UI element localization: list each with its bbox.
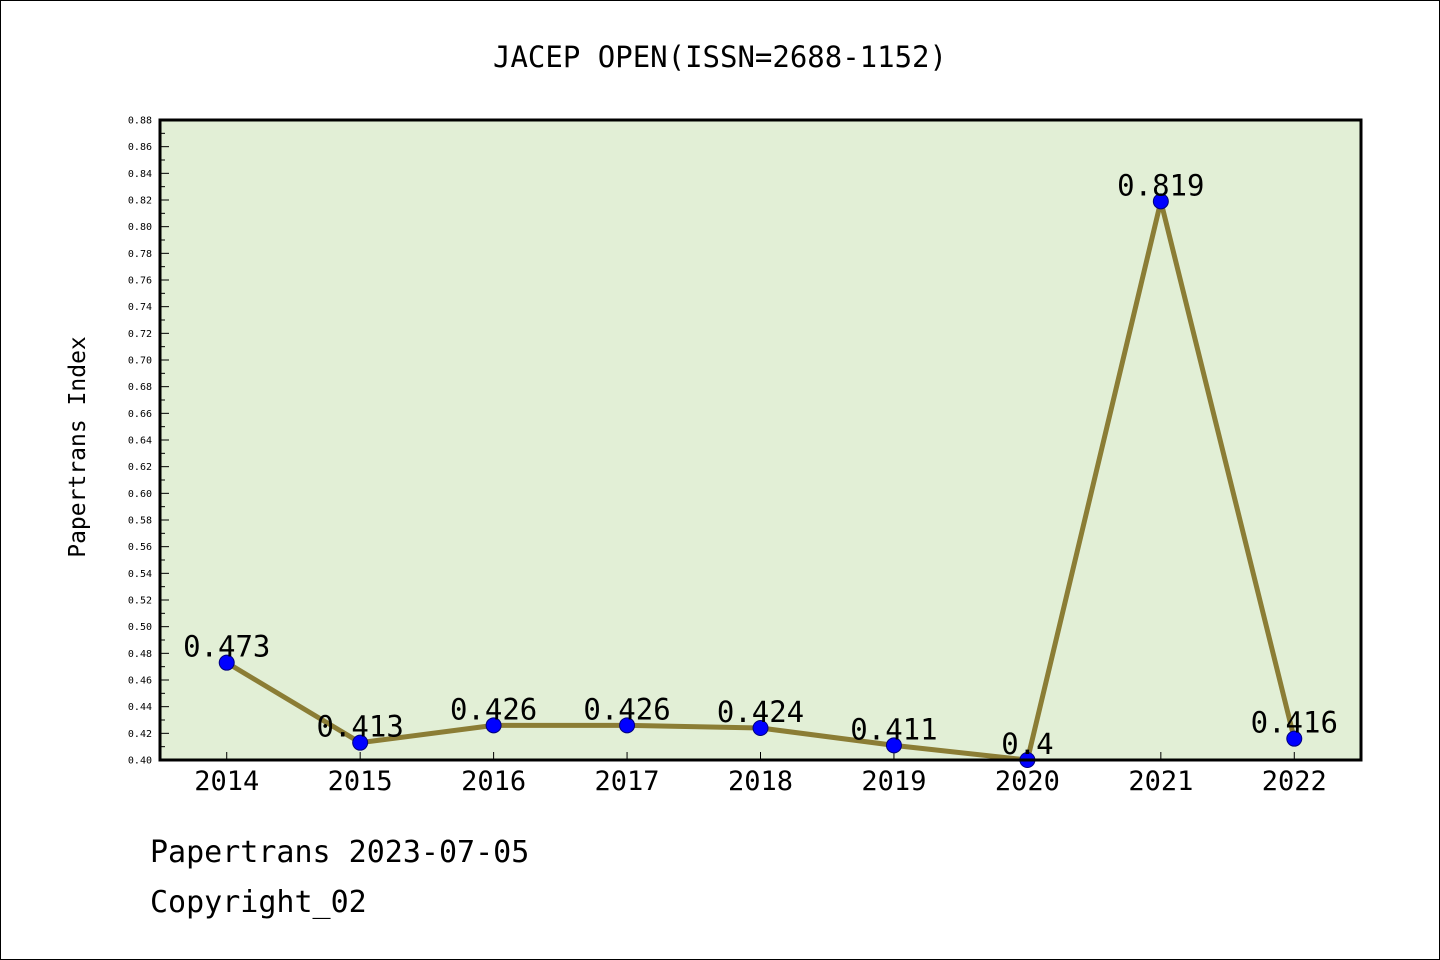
data-label: 0.413 [317, 710, 404, 744]
data-point-marker [1152, 193, 1169, 210]
y-tick-label: 0.70 [128, 356, 152, 367]
y-tick-label: 0.66 [128, 409, 152, 420]
data-point-marker [485, 717, 502, 734]
y-tick-label: 0.84 [128, 169, 152, 180]
y-tick-label: 0.82 [128, 196, 152, 207]
x-tick-label: 2021 [1128, 766, 1193, 797]
y-tick-label: 0.64 [128, 436, 152, 447]
y-tick-label: 0.68 [128, 382, 152, 393]
x-tick-label: 2014 [194, 766, 259, 797]
y-tick-label: 0.76 [128, 276, 152, 287]
data-point-marker [619, 717, 636, 734]
data-label: 0.426 [583, 692, 670, 726]
data-point-marker [1286, 730, 1303, 747]
y-tick-label: 0.72 [128, 329, 152, 340]
data-point-marker [752, 720, 769, 736]
y-tick-label: 0.86 [128, 142, 152, 153]
footer-date: Papertrans 2023-07-05 [150, 835, 530, 870]
y-tick-label: 0.52 [128, 596, 152, 607]
data-label: 0.473 [183, 630, 270, 664]
y-tick-label: 0.88 [128, 116, 152, 127]
y-axis-label: Papertrans Index [65, 336, 91, 558]
data-point-marker [885, 737, 902, 754]
x-tick-label: 2015 [328, 766, 393, 797]
data-point-marker [218, 654, 235, 671]
plot-area [160, 120, 1361, 760]
data-label: 0.4 [1001, 727, 1053, 761]
y-tick-label: 0.78 [128, 249, 152, 260]
x-tick-label: 2018 [728, 766, 793, 797]
data-label: 0.819 [1117, 168, 1204, 202]
y-tick-label: 0.50 [128, 622, 152, 633]
x-tick-label: 2019 [861, 766, 926, 797]
chart-title: JACEP OPEN(ISSN=2688-1152) [493, 40, 947, 74]
y-tick-label: 0.80 [128, 222, 152, 233]
x-tick-label: 2020 [995, 766, 1060, 797]
y-tick-label: 0.42 [128, 729, 152, 740]
data-label: 0.424 [717, 695, 804, 729]
y-tick-label: 0.58 [128, 516, 152, 527]
plot-border [158, 118, 1363, 762]
data-label: 0.416 [1251, 706, 1338, 740]
x-tick-label: 2017 [595, 766, 660, 797]
data-point-marker [352, 734, 369, 751]
data-label: 0.426 [450, 692, 537, 726]
x-tick-label: 2016 [461, 766, 526, 797]
x-tick-label: 2022 [1262, 766, 1327, 797]
footer-copyright: Copyright_02 [150, 885, 367, 920]
y-tick-label: 0.60 [128, 489, 152, 500]
y-tick-label: 0.62 [128, 462, 152, 473]
y-tick-label: 0.44 [128, 702, 152, 713]
y-tick-label: 0.54 [128, 569, 152, 580]
y-tick-label: 0.56 [128, 542, 152, 553]
y-tick-label: 0.74 [128, 302, 152, 313]
y-tick-label: 0.48 [128, 649, 152, 660]
y-tick-label: 0.40 [128, 756, 152, 767]
data-label: 0.411 [850, 712, 937, 746]
y-tick-label: 0.46 [128, 676, 152, 687]
